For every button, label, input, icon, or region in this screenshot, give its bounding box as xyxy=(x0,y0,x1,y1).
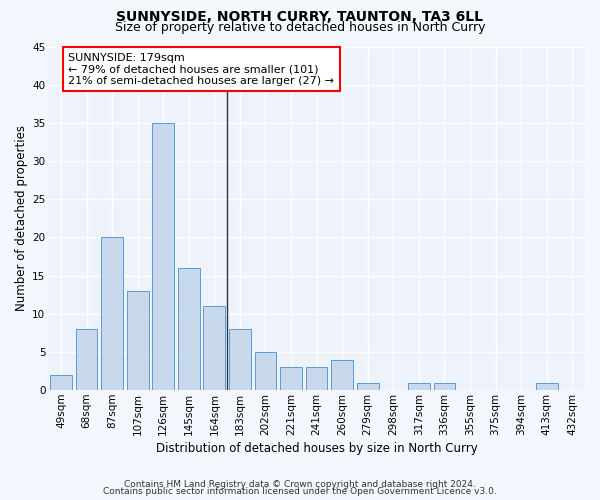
Bar xyxy=(152,123,174,390)
Bar xyxy=(203,306,225,390)
Y-axis label: Number of detached properties: Number of detached properties xyxy=(15,126,28,312)
Bar xyxy=(434,382,455,390)
Text: Contains HM Land Registry data © Crown copyright and database right 2024.: Contains HM Land Registry data © Crown c… xyxy=(124,480,476,489)
Bar xyxy=(178,268,200,390)
Bar xyxy=(357,382,379,390)
Text: SUNNYSIDE, NORTH CURRY, TAUNTON, TA3 6LL: SUNNYSIDE, NORTH CURRY, TAUNTON, TA3 6LL xyxy=(116,10,484,24)
Text: Contains public sector information licensed under the Open Government Licence v3: Contains public sector information licen… xyxy=(103,488,497,496)
Text: SUNNYSIDE: 179sqm
← 79% of detached houses are smaller (101)
21% of semi-detache: SUNNYSIDE: 179sqm ← 79% of detached hous… xyxy=(68,52,334,86)
Bar xyxy=(50,375,72,390)
Bar xyxy=(229,329,251,390)
Bar xyxy=(76,329,97,390)
X-axis label: Distribution of detached houses by size in North Curry: Distribution of detached houses by size … xyxy=(156,442,478,455)
Bar xyxy=(254,352,277,390)
Bar xyxy=(408,382,430,390)
Text: Size of property relative to detached houses in North Curry: Size of property relative to detached ho… xyxy=(115,21,485,34)
Bar xyxy=(536,382,557,390)
Bar xyxy=(127,291,149,390)
Bar xyxy=(331,360,353,390)
Bar xyxy=(306,367,328,390)
Bar xyxy=(280,367,302,390)
Bar xyxy=(101,238,123,390)
